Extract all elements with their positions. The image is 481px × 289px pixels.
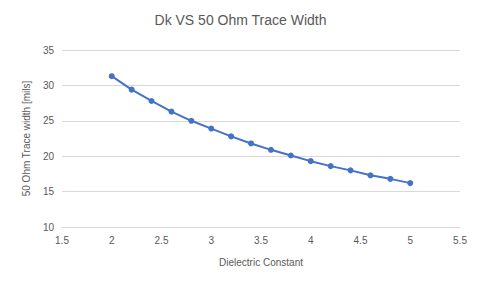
svg-text:15: 15 bbox=[43, 186, 55, 197]
svg-text:3.5: 3.5 bbox=[254, 235, 268, 246]
svg-text:5: 5 bbox=[407, 235, 413, 246]
svg-text:35: 35 bbox=[43, 45, 55, 56]
svg-text:5.5: 5.5 bbox=[453, 235, 467, 246]
svg-text:2: 2 bbox=[109, 235, 115, 246]
svg-text:30: 30 bbox=[43, 80, 55, 91]
svg-text:4: 4 bbox=[308, 235, 314, 246]
svg-text:25: 25 bbox=[43, 115, 55, 126]
svg-text:1.5: 1.5 bbox=[55, 235, 69, 246]
svg-text:2.5: 2.5 bbox=[155, 235, 169, 246]
svg-text:10: 10 bbox=[43, 222, 55, 233]
svg-text:Dk VS 50 Ohm Trace Width: Dk VS 50 Ohm Trace Width bbox=[155, 12, 327, 28]
svg-text:Dielectric Constant: Dielectric Constant bbox=[219, 257, 303, 268]
svg-text:4.5: 4.5 bbox=[354, 235, 368, 246]
svg-text:50 Ohm Trace width [mils]: 50 Ohm Trace width [mils] bbox=[21, 80, 32, 196]
svg-text:20: 20 bbox=[43, 151, 55, 162]
svg-text:3: 3 bbox=[208, 235, 214, 246]
